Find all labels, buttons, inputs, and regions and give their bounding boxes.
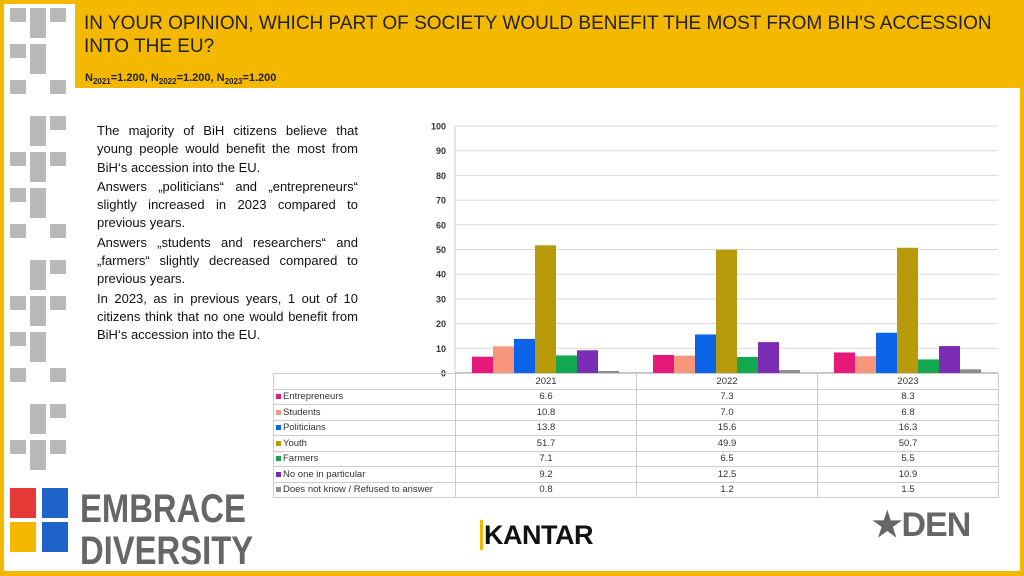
table-row: Youth 51.7 49.9 50.7	[273, 435, 999, 452]
den-logo: ★DEN	[872, 506, 971, 544]
summary-text: The majority of BiH citizens believe tha…	[97, 122, 358, 346]
data-table: 2021 2022 2023 Entrepreneurs 6.6 7.3 8.3 Studen…	[273, 373, 999, 498]
sample-size: N2021=1.200, N2022=1.200, N2023=1.200	[85, 72, 276, 86]
x-tick-label: 2022	[636, 373, 818, 390]
bar-farmers-2022	[737, 356, 758, 373]
bar-youth-2023	[897, 247, 918, 373]
legend-label: No one in particular	[283, 468, 366, 480]
legend-label: Youth	[283, 437, 307, 449]
bar-farmers-2021	[556, 355, 577, 373]
y-tick-label: 100	[431, 122, 446, 132]
bar-no-one-in-particular-2023	[939, 346, 960, 373]
legend-label: Farmers	[283, 453, 319, 465]
bih-eu-logo-block	[42, 488, 68, 518]
sample-size-2021: N2021=1.200,	[85, 72, 151, 87]
data-label: 8.3	[817, 388, 999, 405]
table-row: Farmers 7.1 6.5 5.5	[273, 450, 999, 467]
data-label: 6.6	[455, 388, 637, 405]
legend-swatch	[276, 409, 281, 415]
data-label: 6.5	[636, 450, 818, 467]
data-label: 50.7	[817, 435, 999, 452]
bar-farmers-2023	[918, 359, 939, 373]
legend-label: Entrepreneurs	[283, 391, 344, 403]
sample-size-2023: N2023=1.200	[216, 72, 277, 87]
legend-swatch	[276, 487, 281, 493]
data-label: 7.1	[455, 450, 637, 467]
sample-size-2022: N2022=1.200,	[150, 72, 217, 87]
bar-does-not-know-refused-to-answer-2021	[598, 371, 619, 373]
data-label: 5.5	[817, 450, 999, 467]
bar-entrepreneurs-2021	[472, 356, 493, 373]
legend-swatch	[276, 425, 281, 431]
data-label: 1.5	[817, 481, 999, 498]
data-label: 51.7	[455, 435, 637, 452]
bar-students-2022	[674, 355, 695, 373]
table-row: Does not know / Refused to answer 0.8 1.2 1…	[273, 481, 999, 498]
data-label: 10.8	[455, 404, 637, 421]
bar-youth-2022	[716, 249, 737, 373]
bar-students-2021	[493, 346, 514, 373]
summary-paragraph: In 2023, as in previous years, 1 out of …	[97, 290, 358, 343]
x-tick-label: 2023	[817, 373, 999, 390]
table-row: Students 10.8 7.0 6.8	[273, 404, 999, 421]
bar-politicians-2023	[876, 332, 897, 373]
legend-label: Politicians	[283, 422, 326, 434]
bar-students-2023	[855, 356, 876, 373]
legend-swatch	[276, 440, 281, 446]
bih-eu-logo-block	[42, 522, 68, 552]
data-label: 49.9	[636, 435, 818, 452]
y-tick-label: 10	[436, 344, 446, 354]
bar-youth-2021	[535, 245, 556, 373]
data-label: 0.8	[455, 481, 637, 498]
bar-no-one-in-particular-2022	[758, 342, 779, 373]
kantar-logo: KANTAR	[480, 520, 593, 550]
legend-label: Does not know / Refused to answer	[283, 484, 433, 496]
bar-politicians-2022	[695, 334, 716, 373]
summary-paragraph: The majority of BiH citizens believe tha…	[97, 123, 358, 175]
data-label: 6.8	[817, 404, 999, 421]
data-label: 15.6	[636, 419, 818, 436]
legend-swatch	[276, 394, 281, 400]
data-label: 12.5	[636, 466, 818, 483]
bar-entrepreneurs-2022	[653, 354, 674, 373]
table-row: Politicians 13.8 15.6 16.3	[273, 419, 999, 436]
bih-eu-logo-block	[10, 522, 36, 552]
y-tick-label: 40	[436, 270, 446, 280]
bar-entrepreneurs-2023	[834, 352, 855, 373]
eu-bih-pattern	[4, 4, 72, 552]
data-label: 10.9	[817, 466, 999, 483]
data-label: 1.2	[636, 481, 818, 498]
legend-swatch	[276, 456, 281, 462]
table-row: No one in particular 9.2 12.5 10.9	[273, 466, 999, 483]
bar-does-not-know-refused-to-answer-2022	[779, 370, 800, 373]
bih-eu-logo-block	[10, 488, 36, 518]
y-tick-label: 50	[436, 245, 446, 255]
data-label: 7.3	[636, 388, 818, 405]
table-row: Entrepreneurs 6.6 7.3 8.3	[273, 388, 999, 405]
slide-title: IN YOUR OPINION, WHICH PART OF SOCIETY W…	[84, 13, 992, 57]
data-label: 7.0	[636, 404, 818, 421]
summary-paragraph: Answers „politicians“ and „entrepreneurs…	[97, 178, 358, 231]
legend-swatch	[276, 471, 281, 477]
data-label: 16.3	[817, 419, 999, 436]
embrace-diversity-logo: EMBRACE DIVERSITY	[80, 487, 254, 573]
bar-no-one-in-particular-2021	[577, 350, 598, 373]
data-label: 13.8	[455, 419, 637, 436]
x-tick-label: 2021	[455, 373, 637, 390]
bar-does-not-know-refused-to-answer-2023	[960, 369, 981, 373]
y-tick-label: 80	[436, 171, 446, 181]
data-label: 9.2	[455, 466, 637, 483]
legend-label: Students	[283, 406, 321, 418]
header-band	[75, 4, 1020, 88]
table-header-row: 2021 2022 2023	[273, 373, 999, 390]
y-tick-label: 90	[436, 146, 446, 156]
y-tick-label: 60	[436, 220, 446, 230]
y-tick-label: 20	[436, 319, 446, 329]
bar-politicians-2021	[514, 338, 535, 373]
y-tick-label: 70	[436, 196, 446, 206]
summary-paragraph: Answers „students and researchers“ and „…	[97, 234, 358, 287]
y-tick-label: 30	[436, 294, 446, 304]
